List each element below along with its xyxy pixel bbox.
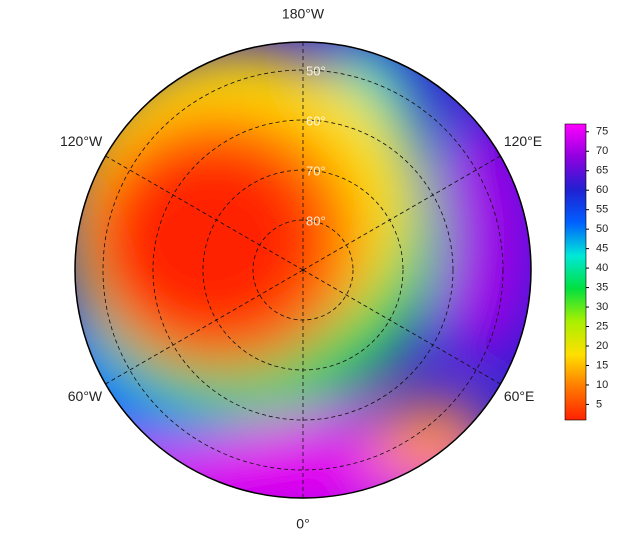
latitude-label: 60° [306, 113, 326, 128]
longitude-label: 60°W [68, 388, 103, 404]
colorbar-tick-label: 15 [596, 359, 608, 371]
longitude-label: 120°E [504, 133, 542, 149]
longitude-label: 120°W [60, 133, 103, 149]
latitude-label: 70° [306, 163, 326, 178]
meridian [302, 269, 501, 385]
colorbar: 5 10 15 20 25 30 35 40 45 50 55 60 65 70 75 [564, 123, 608, 421]
latitude-label: 80° [306, 213, 326, 228]
latitude-label: 50° [306, 63, 326, 78]
meridian [105, 155, 304, 271]
colorbar-tick-label: 5 [596, 398, 602, 410]
colorbar-scale [564, 123, 587, 421]
colorbar-tick-label: 10 [596, 379, 608, 391]
colorbar-tick-label: 40 [596, 262, 608, 274]
longitude-label: 60°E [504, 388, 535, 404]
graticule: 50° 60° 70° 80° 180°W 120°W 120°E 60°W 60°E 0° [60, 6, 542, 532]
colorbar-tick-label: 30 [596, 301, 608, 313]
longitude-label: 0° [296, 516, 309, 532]
colorbar-tick-label: 45 [596, 243, 608, 255]
colorbar-tick-label: 20 [596, 340, 608, 352]
colorbar-tick-label: 60 [596, 184, 608, 196]
colorbar-tick-label: 35 [596, 281, 608, 293]
colorbar-tick-label: 55 [596, 204, 608, 216]
colorbar-tick-label: 65 [596, 165, 608, 177]
colorbar-tick-label: 70 [596, 145, 608, 157]
latitude-circle [152, 119, 454, 421]
meridian [105, 269, 304, 385]
latitude-circle [102, 69, 504, 471]
colorbar-tick-label: 25 [596, 320, 608, 332]
longitude-label: 180°W [282, 6, 325, 22]
meridian [302, 155, 501, 271]
colorbar-tick-label: 50 [596, 223, 608, 235]
colorbar-tick-label: 75 [596, 126, 608, 138]
field [75, 42, 531, 498]
